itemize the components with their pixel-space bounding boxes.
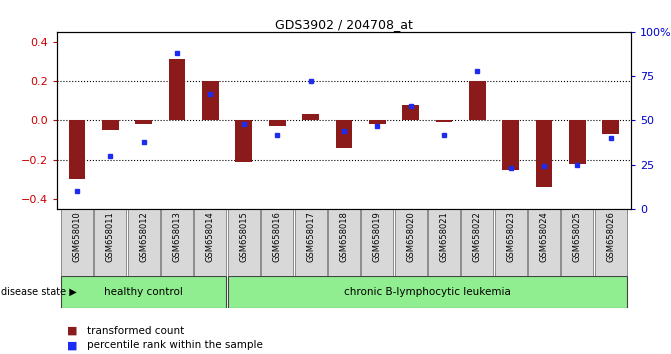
Text: GSM658018: GSM658018 (340, 211, 348, 262)
Bar (402, 105, 419, 120)
Text: chronic B-lymphocytic leukemia: chronic B-lymphocytic leukemia (344, 287, 511, 297)
FancyBboxPatch shape (461, 209, 493, 276)
Text: ■: ■ (67, 326, 78, 336)
FancyBboxPatch shape (61, 209, 93, 276)
Bar (269, 120, 286, 126)
FancyBboxPatch shape (195, 209, 227, 276)
FancyBboxPatch shape (595, 209, 627, 276)
Text: GSM658019: GSM658019 (373, 211, 382, 262)
FancyBboxPatch shape (161, 209, 193, 276)
FancyBboxPatch shape (361, 209, 393, 276)
Text: GSM658020: GSM658020 (406, 211, 415, 262)
Bar (102, 120, 119, 130)
FancyBboxPatch shape (328, 209, 360, 276)
Text: disease state ▶: disease state ▶ (1, 287, 76, 297)
Bar (535, 120, 552, 187)
Bar (603, 120, 619, 134)
Bar (169, 59, 185, 120)
FancyBboxPatch shape (495, 209, 527, 276)
Text: GSM658016: GSM658016 (272, 211, 282, 262)
Text: GSM658011: GSM658011 (106, 211, 115, 262)
Text: GSM658025: GSM658025 (573, 211, 582, 262)
Text: GSM658017: GSM658017 (306, 211, 315, 262)
Text: GSM658023: GSM658023 (506, 211, 515, 262)
FancyBboxPatch shape (95, 209, 126, 276)
Bar (369, 120, 386, 124)
FancyBboxPatch shape (61, 276, 227, 308)
FancyBboxPatch shape (228, 276, 627, 308)
FancyBboxPatch shape (295, 209, 327, 276)
Bar (469, 81, 486, 120)
Text: GSM658026: GSM658026 (606, 211, 615, 262)
Bar (302, 114, 319, 120)
Text: GSM658013: GSM658013 (172, 211, 182, 262)
Bar (569, 120, 586, 164)
Text: GSM658024: GSM658024 (539, 211, 548, 262)
Bar (136, 120, 152, 124)
FancyBboxPatch shape (127, 209, 160, 276)
Bar (435, 120, 452, 122)
Text: ■: ■ (67, 340, 78, 350)
Title: GDS3902 / 204708_at: GDS3902 / 204708_at (275, 18, 413, 31)
Bar (336, 120, 352, 148)
FancyBboxPatch shape (428, 209, 460, 276)
Text: GSM658015: GSM658015 (240, 211, 248, 262)
FancyBboxPatch shape (228, 209, 260, 276)
Text: GSM658014: GSM658014 (206, 211, 215, 262)
FancyBboxPatch shape (562, 209, 593, 276)
Text: GSM658022: GSM658022 (473, 211, 482, 262)
FancyBboxPatch shape (528, 209, 560, 276)
FancyBboxPatch shape (395, 209, 427, 276)
Text: GSM658010: GSM658010 (72, 211, 82, 262)
Bar (68, 120, 85, 179)
Bar (236, 120, 252, 162)
Bar (202, 81, 219, 120)
Text: GSM658012: GSM658012 (140, 211, 148, 262)
Text: percentile rank within the sample: percentile rank within the sample (87, 340, 263, 350)
Bar (503, 120, 519, 170)
FancyBboxPatch shape (261, 209, 293, 276)
Text: transformed count: transformed count (87, 326, 185, 336)
Text: healthy control: healthy control (104, 287, 183, 297)
Text: GSM658021: GSM658021 (440, 211, 448, 262)
